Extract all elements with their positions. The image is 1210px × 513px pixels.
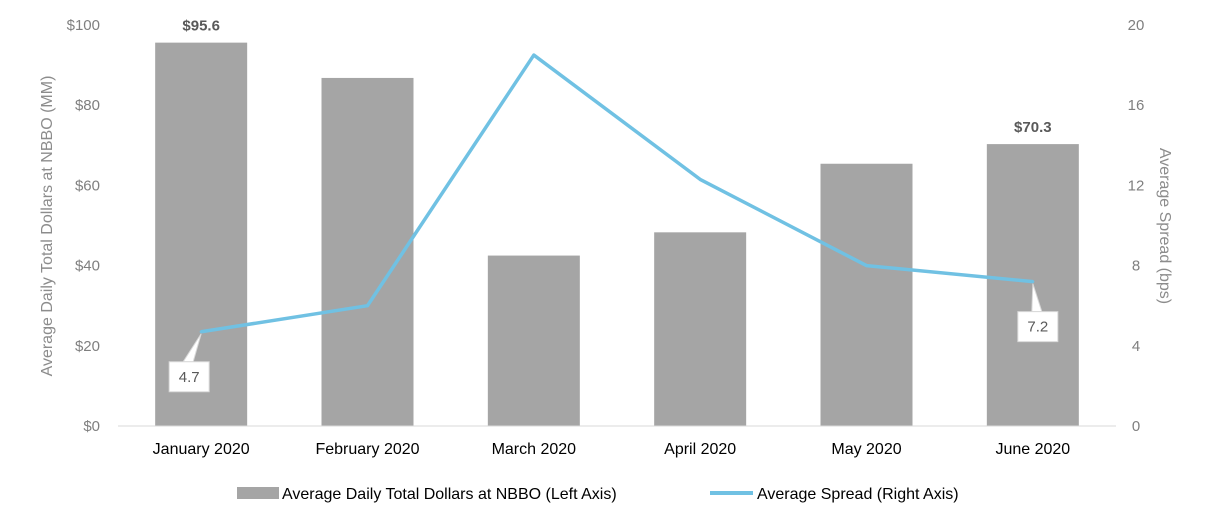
legend: Average Daily Total Dollars at NBBO (Lef… (237, 486, 959, 503)
line-data-labels: 4.7 7.2 (168, 283, 1059, 393)
bar (321, 77, 414, 426)
left-tick-label: $40 (75, 258, 100, 275)
left-tick-label: $100 (67, 17, 100, 34)
right-tick-label: 4 (1132, 338, 1140, 355)
legend-bar-swatch (237, 487, 279, 499)
x-axis: January 2020 February 2020 March 2020 April… (153, 441, 1071, 458)
left-axis: $0 $20 $40 $60 $80 $100 (67, 17, 100, 435)
bar (820, 163, 913, 426)
x-tick-label: January 2020 (153, 441, 250, 458)
line-series (199, 53, 1035, 334)
right-tick-label: 8 (1132, 258, 1140, 275)
callout-box (168, 361, 210, 393)
bar-series: $95.6 $70.3 (155, 18, 1079, 427)
bar-data-label: $70.3 (1014, 119, 1052, 136)
callout-text: 4.7 (179, 369, 200, 386)
bar-data-label: $95.6 (182, 18, 220, 35)
right-axis: 0 4 8 12 16 20 (1128, 17, 1145, 435)
spread-line (200, 53, 1034, 334)
line-point (532, 53, 536, 57)
x-tick-label: February 2020 (315, 441, 419, 458)
line-point (1031, 280, 1035, 284)
left-tick-label: $20 (75, 338, 100, 355)
line-data-label: 4.7 (168, 333, 210, 393)
bar (654, 232, 747, 426)
right-axis-title: Average Spread (bps) (1156, 148, 1173, 304)
line-data-label: 7.2 (1017, 283, 1059, 343)
x-tick-label: June 2020 (995, 441, 1070, 458)
line-point (698, 177, 702, 181)
callout-text: 7.2 (1027, 319, 1048, 336)
line-point (199, 330, 203, 334)
callout-box (1017, 311, 1059, 343)
right-tick-label: 20 (1128, 17, 1145, 34)
left-tick-label: $80 (75, 97, 100, 114)
bar (487, 255, 580, 426)
right-tick-label: 12 (1128, 177, 1145, 194)
left-tick-label: $60 (75, 177, 100, 194)
left-tick-label: $0 (83, 418, 100, 435)
line-point (366, 304, 369, 308)
right-tick-label: 16 (1128, 97, 1145, 114)
line-point (865, 264, 868, 268)
left-axis-title: Average Daily Total Dollars at NBBO (MM) (39, 76, 56, 377)
legend-line-label: Average Spread (Right Axis) (757, 486, 959, 503)
x-tick-label: May 2020 (831, 441, 901, 458)
right-tick-label: 0 (1132, 418, 1140, 435)
legend-bar-label: Average Daily Total Dollars at NBBO (Lef… (282, 486, 617, 503)
x-tick-label: April 2020 (664, 441, 736, 458)
x-tick-label: March 2020 (492, 441, 577, 458)
